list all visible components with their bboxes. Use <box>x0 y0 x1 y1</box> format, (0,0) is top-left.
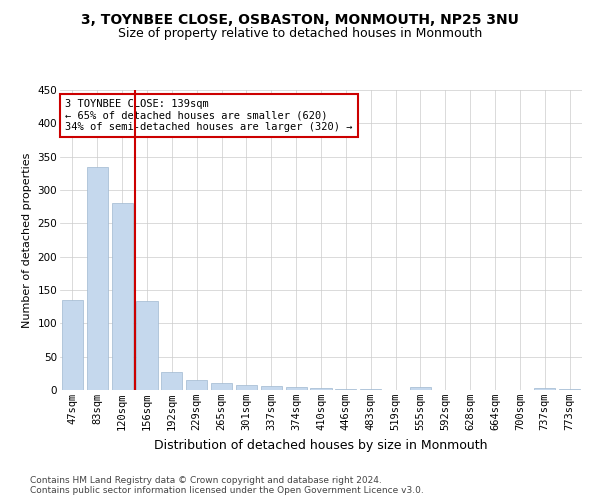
Bar <box>410 388 431 390</box>
Bar <box>559 388 580 390</box>
Bar <box>534 388 555 390</box>
Text: Contains public sector information licensed under the Open Government Licence v3: Contains public sector information licen… <box>30 486 424 495</box>
Bar <box>310 388 332 390</box>
Bar <box>62 300 83 390</box>
Text: Size of property relative to detached houses in Monmouth: Size of property relative to detached ho… <box>118 28 482 40</box>
Text: 3, TOYNBEE CLOSE, OSBASTON, MONMOUTH, NP25 3NU: 3, TOYNBEE CLOSE, OSBASTON, MONMOUTH, NP… <box>81 12 519 26</box>
Bar <box>112 204 133 390</box>
Bar <box>136 302 158 390</box>
Bar <box>286 386 307 390</box>
Text: 3 TOYNBEE CLOSE: 139sqm
← 65% of detached houses are smaller (620)
34% of semi-d: 3 TOYNBEE CLOSE: 139sqm ← 65% of detache… <box>65 99 353 132</box>
Bar <box>335 388 356 390</box>
Bar <box>161 372 182 390</box>
Bar <box>236 384 257 390</box>
Y-axis label: Number of detached properties: Number of detached properties <box>22 152 32 328</box>
Text: Contains HM Land Registry data © Crown copyright and database right 2024.: Contains HM Land Registry data © Crown c… <box>30 476 382 485</box>
Bar <box>261 386 282 390</box>
Bar <box>186 380 207 390</box>
Bar <box>211 382 232 390</box>
Bar <box>87 166 108 390</box>
X-axis label: Distribution of detached houses by size in Monmouth: Distribution of detached houses by size … <box>154 438 488 452</box>
